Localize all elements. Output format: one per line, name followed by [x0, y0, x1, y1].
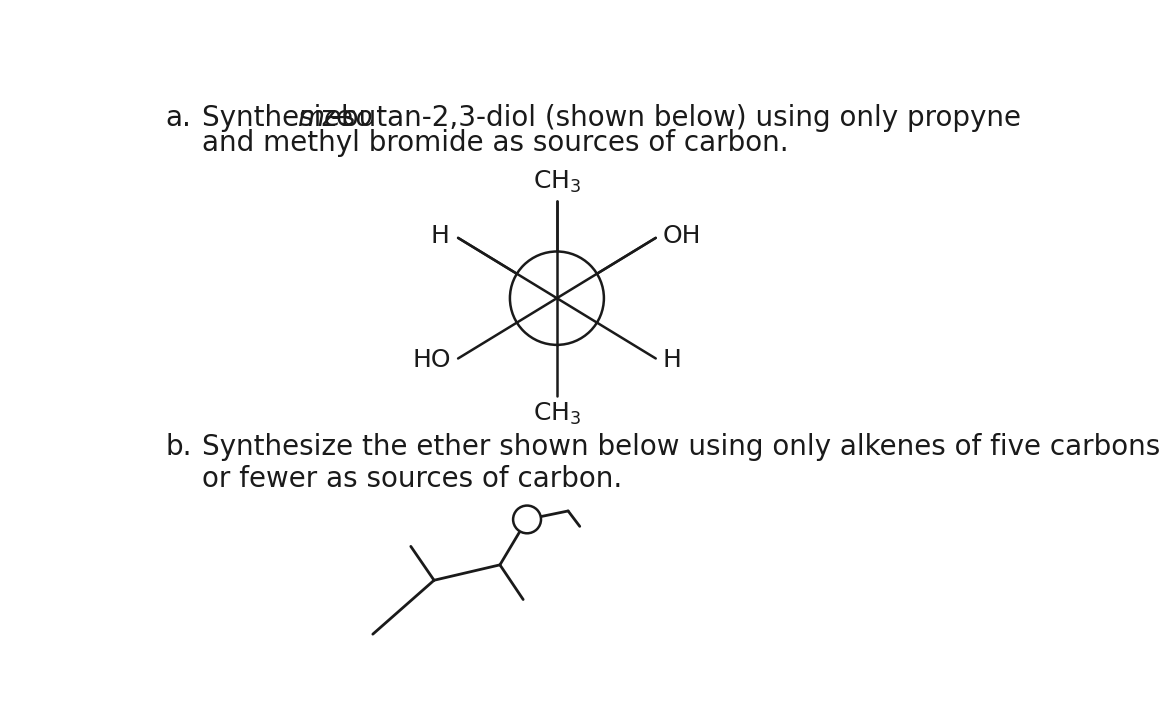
Text: and methyl bromide as sources of carbon.: and methyl bromide as sources of carbon.	[202, 129, 788, 157]
Text: Synthesize the ether shown below using only alkenes of five carbons: Synthesize the ether shown below using o…	[202, 433, 1160, 461]
Text: -butan-2,3-diol (shown below) using only propyne: -butan-2,3-diol (shown below) using only…	[331, 104, 1021, 132]
Text: H: H	[663, 348, 682, 372]
Text: meso: meso	[297, 104, 373, 132]
Text: OH: OH	[663, 224, 702, 248]
Text: $\mathregular{CH_3}$: $\mathregular{CH_3}$	[533, 401, 581, 427]
Text: H: H	[430, 224, 449, 248]
Text: or fewer as sources of carbon.: or fewer as sources of carbon.	[202, 465, 621, 493]
Text: b.: b.	[166, 433, 192, 461]
Text: HO: HO	[413, 348, 451, 372]
Text: a.: a.	[166, 104, 191, 132]
Text: $\mathregular{CH_3}$: $\mathregular{CH_3}$	[533, 169, 581, 195]
Text: Synthesize: Synthesize	[202, 104, 361, 132]
Ellipse shape	[510, 251, 604, 345]
Ellipse shape	[513, 505, 541, 533]
